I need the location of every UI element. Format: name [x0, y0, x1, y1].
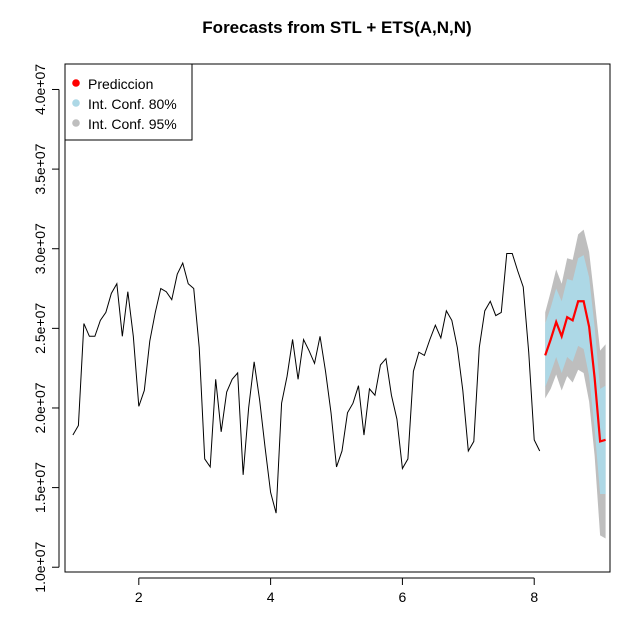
forecast-mean-line	[544, 300, 606, 443]
y-axis: 1.0e+07 1.5e+07 2.0e+07 2.5e+07 3.0e+07 3.5e+…	[32, 64, 60, 593]
ci80-band	[545, 255, 606, 494]
chart-title: Forecasts from STL + ETS(A,N,N)	[202, 18, 471, 37]
legend-label-prediccion: Prediccion	[88, 76, 153, 92]
x-tick-label: 8	[530, 589, 538, 605]
y-tick-label: 1.0e+07	[32, 542, 48, 593]
ci80-band-layer	[545, 255, 606, 494]
y-tick-label: 2.5e+07	[32, 303, 48, 354]
legend-label-ci95: Int. Conf. 95%	[88, 116, 177, 132]
legend: Prediccion Int. Conf. 80% Int. Conf. 95%	[64, 63, 193, 141]
legend-label-ci80: Int. Conf. 80%	[88, 96, 177, 112]
y-tick-label: 1.5e+07	[32, 462, 48, 513]
y-tick-label: 2.0e+07	[32, 382, 48, 433]
x-tick-label: 6	[399, 589, 407, 605]
x-tick-label: 4	[267, 589, 275, 605]
history-layer	[72, 253, 541, 514]
y-tick-label: 3.0e+07	[32, 223, 48, 274]
history-series-line	[72, 253, 541, 514]
legend-swatch-prediccion	[72, 79, 80, 87]
legend-swatch-ci80	[72, 99, 80, 107]
forecast-layer	[544, 300, 606, 443]
plot-frame	[64, 63, 611, 573]
x-axis: 2 4 6 8	[135, 577, 538, 605]
y-tick-label: 3.5e+07	[32, 143, 48, 194]
y-tick-label: 4.0e+07	[32, 64, 48, 115]
legend-swatch-ci95	[72, 119, 80, 127]
legend-box	[64, 63, 193, 141]
x-tick-label: 2	[135, 589, 143, 605]
